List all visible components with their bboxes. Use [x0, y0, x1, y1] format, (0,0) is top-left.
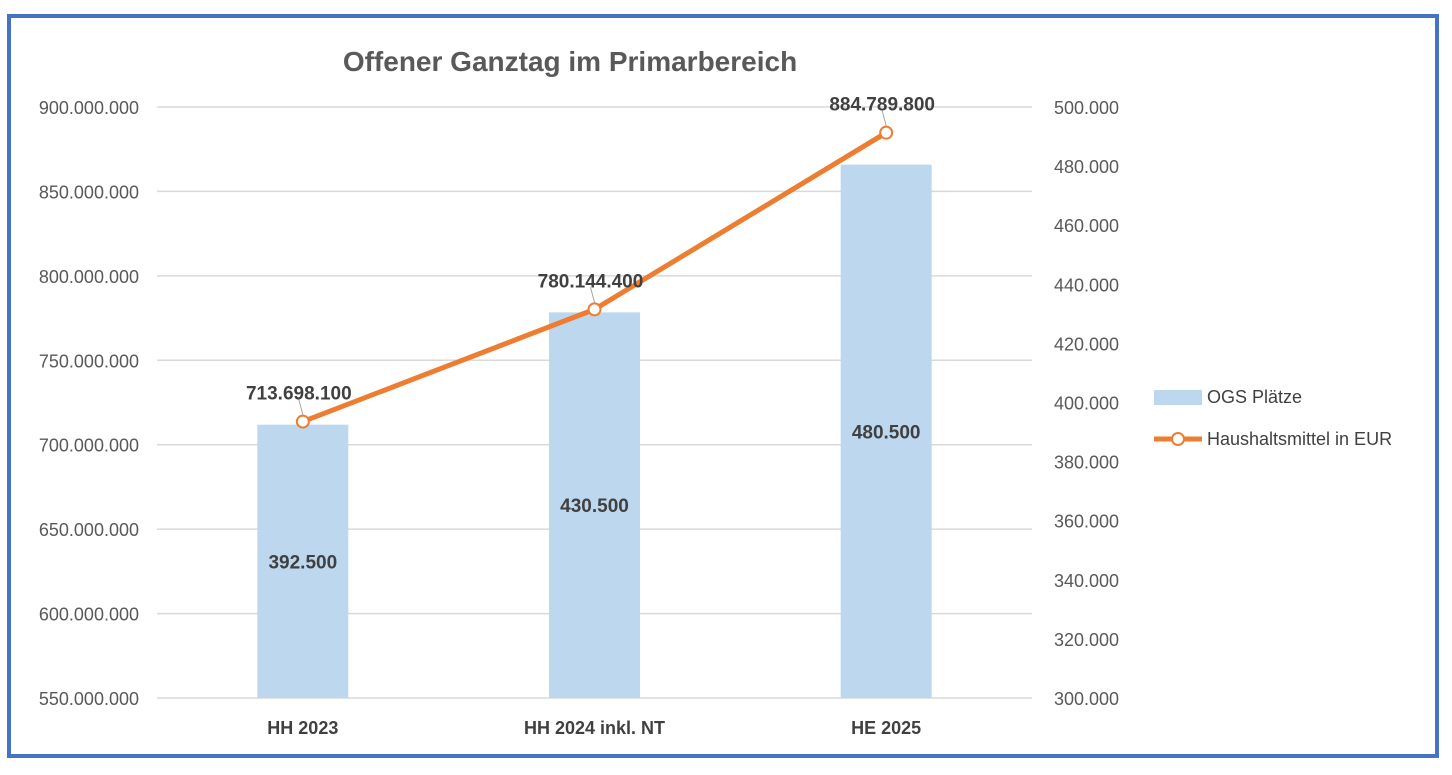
bar — [840, 164, 932, 698]
left-axis: 550.000.000 600.000.000 650.000.000 700.000… — [39, 98, 139, 709]
right-tick-label: 400.000 — [1054, 394, 1119, 414]
bar — [257, 424, 349, 698]
category-label: HE 2025 — [851, 718, 921, 738]
bar — [549, 312, 640, 698]
category-labels: HH 2023 HH 2024 inkl. NT HE 2025 — [267, 718, 921, 738]
legend-bar-swatch — [1154, 390, 1202, 405]
left-tick-label: 750.000.000 — [39, 351, 139, 371]
right-tick-label: 500.000 — [1054, 98, 1119, 118]
category-label: HH 2024 inkl. NT — [524, 718, 665, 738]
bar-data-label: 392.500 — [268, 552, 337, 573]
line-data-label: 884.789.800 — [829, 95, 935, 116]
legend-line-label: Haushaltsmittel in EUR — [1207, 429, 1392, 449]
right-tick-label: 340.000 — [1054, 571, 1119, 591]
line-series: 713.698.100 780.144.400 884.789.800 — [246, 95, 935, 429]
chart-border — [7, 14, 1439, 758]
legend-bar-label: OGS Plätze — [1207, 387, 1302, 407]
left-tick-label: 550.000.000 — [39, 689, 139, 709]
line-point — [879, 125, 894, 140]
line-point — [587, 302, 602, 317]
legend-line-marker — [1171, 432, 1185, 446]
bars: 392.500 430.500 480.500 — [257, 164, 932, 698]
chart-title: Offener Ganztag im Primarbereich — [343, 46, 797, 77]
right-axis: 300.000 320.000 340.000 360.000 380.000 400.0… — [1054, 98, 1119, 709]
category-label: HH 2023 — [267, 718, 338, 738]
label-leader — [881, 110, 887, 126]
right-tick-label: 360.000 — [1054, 512, 1119, 532]
bar-data-label: 480.500 — [852, 422, 921, 443]
label-leader — [298, 399, 304, 415]
right-tick-label: 460.000 — [1054, 216, 1119, 236]
line-data-label: 713.698.100 — [246, 384, 352, 405]
left-tick-label: 850.000.000 — [39, 182, 139, 202]
left-tick-label: 700.000.000 — [39, 436, 139, 456]
bar-data-label: 430.500 — [560, 496, 629, 517]
left-tick-label: 600.000.000 — [39, 605, 139, 625]
line-data-label: 780.144.400 — [538, 271, 644, 292]
left-tick-label: 650.000.000 — [39, 520, 139, 540]
right-tick-label: 300.000 — [1054, 689, 1119, 709]
left-tick-label: 800.000.000 — [39, 267, 139, 287]
line-point — [295, 414, 310, 429]
right-tick-label: 420.000 — [1054, 334, 1119, 354]
right-tick-label: 480.000 — [1054, 157, 1119, 177]
right-tick-label: 380.000 — [1054, 453, 1119, 473]
right-tick-label: 320.000 — [1054, 630, 1119, 650]
legend: OGS Plätze Haushaltsmittel in EUR — [1154, 387, 1392, 449]
label-leader — [590, 287, 595, 303]
left-tick-label: 900.000.000 — [39, 98, 139, 118]
right-tick-label: 440.000 — [1054, 275, 1119, 295]
